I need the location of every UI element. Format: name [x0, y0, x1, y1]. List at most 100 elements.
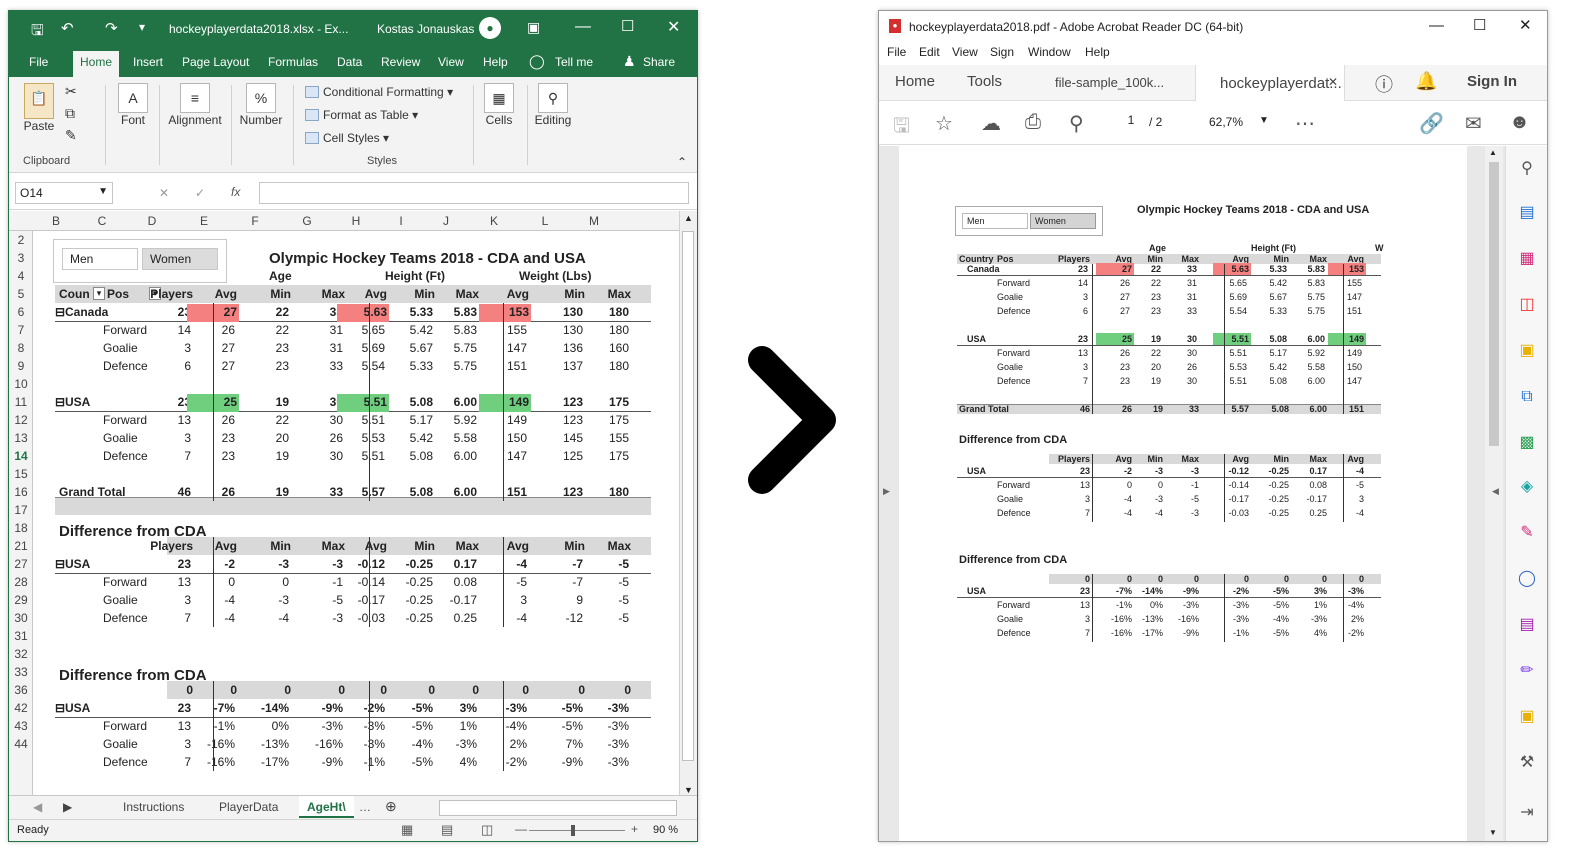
more-tools-icon[interactable]: ⋯	[1295, 113, 1315, 135]
minimize-icon[interactable]: —	[575, 18, 591, 35]
bookmark-star-icon[interactable]: ☆	[935, 113, 953, 135]
column-header[interactable]: D	[147, 214, 157, 228]
slicer-men-button[interactable]: Men	[62, 248, 138, 270]
maximize-icon[interactable]: ☐	[621, 18, 635, 35]
comment-icon[interactable]: ▣	[1519, 342, 1535, 359]
name-box[interactable]: O14 ▼	[15, 182, 113, 204]
row-header[interactable]: 7	[17, 323, 25, 337]
number-button[interactable]: % Number	[237, 83, 285, 127]
name-box-dropdown-icon[interactable]: ▼	[98, 186, 108, 197]
page-number-input[interactable]: 1	[1127, 113, 1135, 127]
save-icon[interactable]: 🖫	[31, 22, 44, 39]
row-header[interactable]: 32	[14, 647, 28, 661]
row-header[interactable]: 4	[17, 269, 25, 283]
protect-shield-icon[interactable]: ◯	[1518, 570, 1536, 587]
avatar[interactable]: ●	[479, 17, 501, 39]
pdf-scroll-up-icon[interactable]: ▲	[1489, 148, 1497, 157]
organize-pages-icon[interactable]: ▦	[1519, 250, 1535, 267]
row-header[interactable]: 5	[17, 287, 25, 301]
collapse-icon[interactable]: ⊟	[55, 701, 66, 715]
zoom-tool-icon[interactable]: ⚲	[1521, 160, 1533, 177]
pdf-scroll-down-icon[interactable]: ▼	[1489, 828, 1497, 837]
menu-help[interactable]: Help	[1085, 45, 1110, 59]
tab-help[interactable]: Help	[483, 55, 508, 69]
tab-home-acrobat[interactable]: Home	[895, 73, 936, 90]
row-header[interactable]: 33	[14, 665, 28, 679]
editing-button[interactable]: ⚲ Editing	[531, 83, 575, 127]
close-tab-icon[interactable]: ✕	[1327, 75, 1338, 89]
tab-data[interactable]: Data	[337, 55, 363, 69]
format-as-table-button[interactable]: Format as Table ▾	[305, 108, 418, 122]
column-header[interactable]: I	[399, 214, 403, 228]
compress-icon[interactable]: ▩	[1519, 434, 1535, 451]
vertical-scrollbar[interactable]: ▲ ▼	[679, 211, 697, 801]
page-break-view-icon[interactable]: ◫	[481, 822, 494, 837]
bell-icon[interactable]: 🔔	[1415, 71, 1438, 91]
pdf-scroll-thumb[interactable]	[1489, 162, 1499, 446]
column-header[interactable]: C	[97, 214, 107, 228]
scroll-thumb[interactable]	[682, 231, 694, 761]
help-icon[interactable]: ⓘ	[1375, 75, 1393, 95]
slicer-women-button[interactable]: Women	[142, 248, 218, 270]
sheet-tab-instructions[interactable]: Instructions	[123, 800, 185, 814]
tab-file[interactable]: File	[29, 55, 49, 69]
row-header[interactable]: 28	[14, 575, 28, 589]
row-header[interactable]: 15	[14, 467, 28, 481]
column-header[interactable]: M	[589, 214, 599, 228]
format-painter-icon[interactable]: ✎	[65, 127, 77, 143]
close-icon[interactable]: ✕	[667, 19, 681, 36]
scan-icon[interactable]: ◈	[1520, 478, 1534, 495]
zoom-slider-thumb[interactable]	[571, 825, 575, 836]
font-button[interactable]: A Font	[115, 83, 151, 127]
row-header[interactable]: 11	[14, 395, 28, 409]
cell-styles-button[interactable]: Cell Styles ▾	[305, 131, 389, 145]
sheet-tab-ageht[interactable]: AgeHt\	[299, 796, 354, 818]
left-panel-toggle-icon[interactable]: ▶	[883, 486, 890, 496]
horizontal-scrollbar[interactable]	[439, 800, 677, 816]
email-icon[interactable]: ✉	[1465, 113, 1482, 135]
row-header[interactable]: 44	[14, 737, 28, 751]
column-header[interactable]: L	[541, 214, 549, 228]
conditional-formatting-button[interactable]: Conditional Formatting ▾	[305, 85, 453, 99]
combine-files-icon[interactable]: ⧉	[1521, 388, 1533, 405]
scroll-up-icon[interactable]: ▲	[684, 213, 693, 223]
insert-function-icon[interactable]: fx	[231, 185, 241, 199]
fill-sign-icon[interactable]: ✎	[1520, 524, 1534, 541]
tab-review[interactable]: Review	[381, 55, 421, 69]
row-header[interactable]: 27	[14, 557, 28, 571]
collapse-ribbon-icon[interactable]: ⌃	[677, 155, 688, 169]
zoom-select[interactable]: 62,7%	[1209, 115, 1244, 129]
column-header[interactable]: H	[351, 214, 361, 228]
collapse-icon[interactable]: ⊟	[55, 395, 66, 409]
column-header[interactable]: J	[443, 214, 449, 228]
acrobat-maximize-icon[interactable]: ☐	[1473, 17, 1487, 34]
sign-in-button[interactable]: Sign In	[1467, 73, 1517, 90]
row-header[interactable]: 30	[14, 611, 28, 625]
cut-icon[interactable]: ✂	[65, 83, 77, 99]
column-header[interactable]: B	[51, 214, 60, 228]
tab-page-layout[interactable]: Page Layout	[182, 55, 250, 69]
row-header[interactable]: 8	[17, 341, 25, 355]
row-header[interactable]: 10	[14, 377, 28, 391]
customize-qat-icon[interactable]: ▾	[139, 20, 146, 34]
tab-hockeyplayerdata[interactable]: hockeyplayerdat... ✕	[1195, 65, 1345, 101]
more-tools-wrench-icon[interactable]: ⚒	[1519, 754, 1535, 771]
prev-sheet-icon[interactable]: ◀	[33, 800, 43, 814]
collapse-icon[interactable]: ⊟	[55, 305, 66, 319]
next-sheet-icon[interactable]: ▶	[63, 800, 73, 814]
tab-file-sample[interactable]: file-sample_100k...	[1055, 75, 1165, 90]
alignment-button[interactable]: ≡ Alignment	[165, 83, 225, 127]
menu-edit[interactable]: Edit	[919, 45, 940, 59]
row-header[interactable]: 3	[17, 251, 25, 265]
add-sheet-icon[interactable]: ⊕	[385, 798, 397, 814]
sheet-tab-playerdata[interactable]: PlayerData	[219, 800, 279, 814]
redact-icon[interactable]: ▤	[1519, 616, 1535, 633]
zoom-slider[interactable]	[529, 830, 625, 831]
normal-view-icon[interactable]: ▦	[401, 822, 414, 837]
row-header[interactable]: 2	[17, 233, 25, 247]
row-header[interactable]: 12	[14, 413, 28, 427]
upload-cloud-icon[interactable]: ☁	[981, 113, 1001, 135]
tab-insert[interactable]: Insert	[133, 55, 164, 69]
redo-icon[interactable]: ↷	[105, 20, 118, 37]
scroll-down-icon[interactable]: ▼	[684, 785, 693, 795]
